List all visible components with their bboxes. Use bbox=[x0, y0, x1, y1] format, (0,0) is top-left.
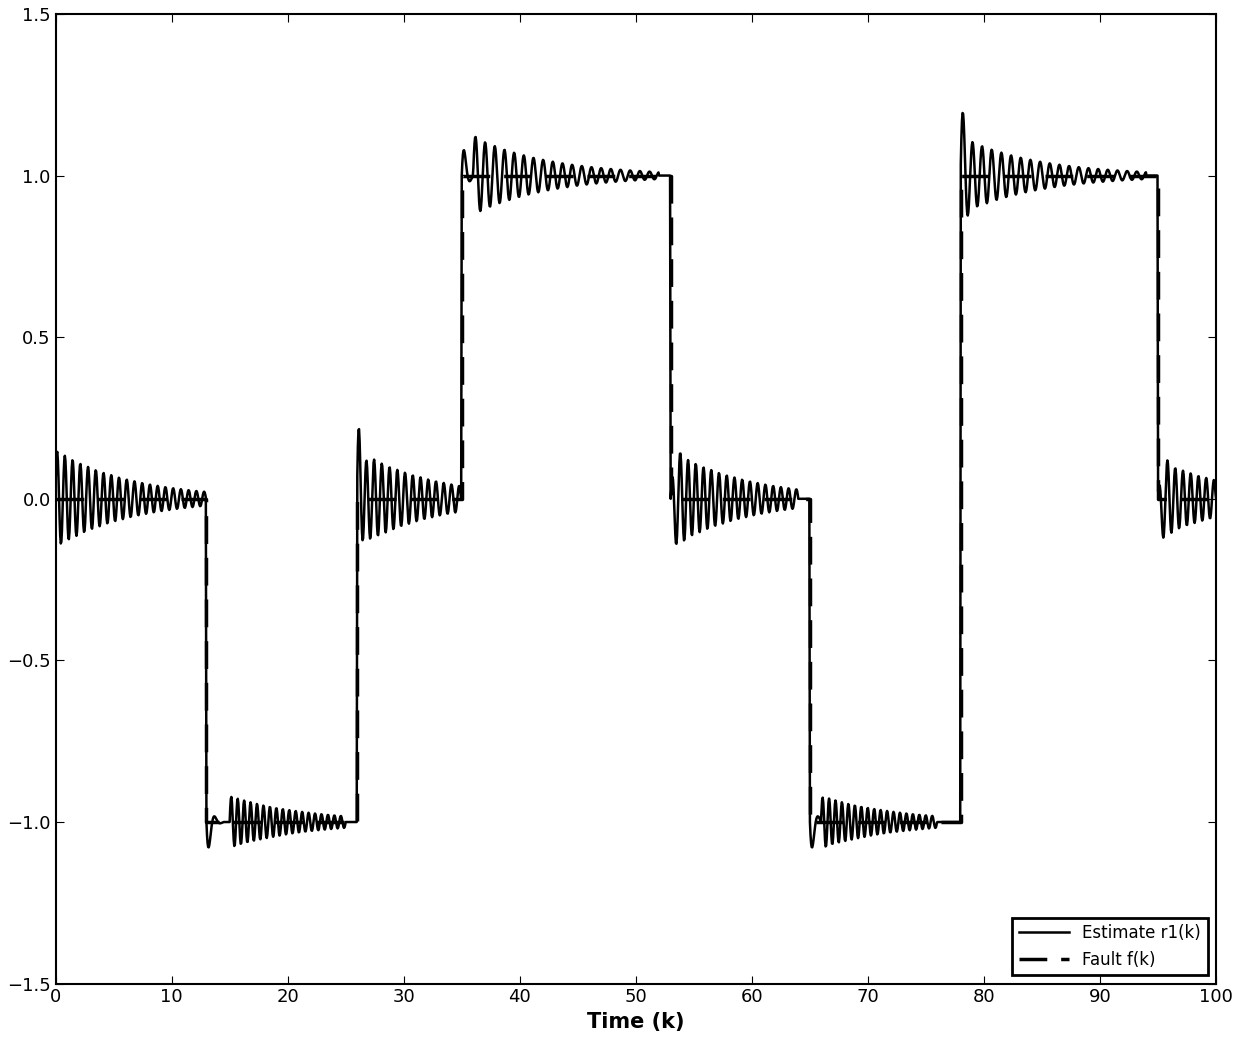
Estimate r1(k) bbox=[48, 478, 63, 490]
Fault f(k) bbox=[454, 492, 469, 505]
Fault f(k) bbox=[1151, 169, 1166, 182]
Fault f(k) bbox=[663, 169, 678, 182]
Fault f(k) bbox=[954, 816, 968, 828]
Fault f(k) bbox=[350, 816, 365, 828]
Fault f(k) bbox=[198, 492, 213, 505]
Estimate r1(k) bbox=[746, 509, 761, 522]
Fault f(k) bbox=[454, 492, 469, 505]
Fault f(k) bbox=[454, 169, 469, 182]
Fault f(k) bbox=[663, 169, 678, 182]
Fault f(k) bbox=[663, 492, 678, 505]
Estimate r1(k) bbox=[480, 163, 495, 176]
Line: Estimate r1(k): Estimate r1(k) bbox=[56, 113, 1216, 848]
Fault f(k) bbox=[802, 816, 817, 828]
Estimate r1(k) bbox=[1209, 492, 1224, 505]
Estimate r1(k) bbox=[201, 842, 216, 854]
Fault f(k) bbox=[350, 492, 365, 505]
Estimate r1(k) bbox=[110, 475, 125, 487]
Estimate r1(k) bbox=[151, 485, 166, 498]
Line: Fault f(k): Fault f(k) bbox=[56, 176, 1216, 822]
Fault f(k) bbox=[954, 169, 968, 182]
Fault f(k) bbox=[48, 492, 63, 505]
Fault f(k) bbox=[954, 816, 968, 828]
Fault f(k) bbox=[1209, 492, 1224, 505]
Fault f(k) bbox=[198, 492, 213, 505]
Fault f(k) bbox=[802, 492, 817, 505]
Fault f(k) bbox=[198, 816, 213, 828]
Estimate r1(k) bbox=[1004, 152, 1019, 164]
Estimate r1(k) bbox=[74, 477, 89, 489]
Fault f(k) bbox=[1151, 492, 1166, 505]
Estimate r1(k) bbox=[955, 107, 970, 119]
X-axis label: Time (k): Time (k) bbox=[587, 1012, 684, 1032]
Fault f(k) bbox=[1151, 169, 1166, 182]
Fault f(k) bbox=[350, 816, 365, 828]
Fault f(k) bbox=[802, 492, 817, 505]
Legend: Estimate r1(k), Fault f(k): Estimate r1(k), Fault f(k) bbox=[1012, 917, 1208, 976]
